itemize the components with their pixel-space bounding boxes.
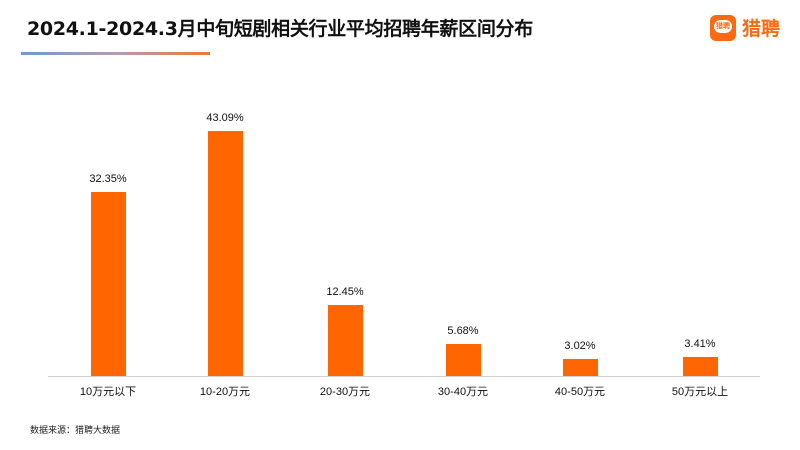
x-tick-label: 10万元以下	[79, 386, 137, 398]
chat-bubble-icon: 猎聘	[714, 19, 732, 33]
chart-title: 2024.1-2024.3月中旬短剧相关行业平均招聘年薪区间分布	[27, 18, 533, 40]
x-tick-label: 10-20万元	[199, 386, 251, 398]
data-label: 43.09%	[206, 112, 244, 124]
data-source: 数据来源：猎聘大数据	[30, 426, 121, 436]
data-label: 3.41%	[684, 338, 716, 350]
title-underline	[21, 52, 210, 55]
x-tick-label: 40-50万元	[554, 386, 606, 398]
liepin-logo: 猎聘 猎聘	[710, 14, 780, 41]
data-label: 32.35%	[89, 173, 127, 185]
bar	[208, 131, 243, 376]
x-axis-line	[48, 376, 760, 377]
data-label: 5.68%	[447, 325, 479, 337]
bar	[328, 305, 363, 376]
x-tick-label: 20-30万元	[319, 386, 371, 398]
liepin-logo-icon: 猎聘	[710, 14, 736, 41]
bar	[563, 359, 598, 376]
bar	[91, 192, 126, 376]
x-tick-label: 50万元以上	[671, 386, 729, 398]
x-tick-label: 30-40万元	[437, 386, 489, 398]
logo-text: 猎聘	[742, 18, 781, 40]
data-label: 3.02%	[564, 340, 596, 352]
data-label: 12.45%	[326, 286, 364, 298]
bar	[446, 344, 481, 376]
bar	[683, 357, 718, 376]
